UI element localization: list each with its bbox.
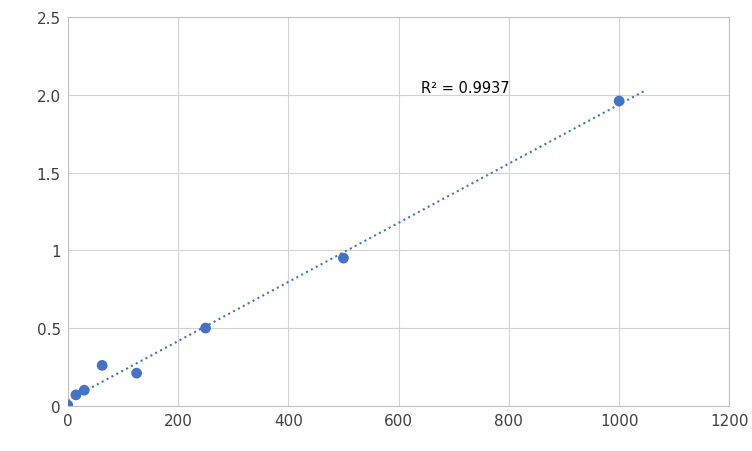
Point: [338, 255, 350, 262]
Point: [78, 387, 90, 394]
Text: R² = 0.9937: R² = 0.9937: [420, 80, 509, 95]
Point: [62, 401, 74, 409]
Point: [70, 391, 82, 399]
Point: [613, 98, 625, 106]
Point: [131, 370, 143, 377]
Point: [96, 362, 108, 369]
Point: [199, 325, 211, 332]
